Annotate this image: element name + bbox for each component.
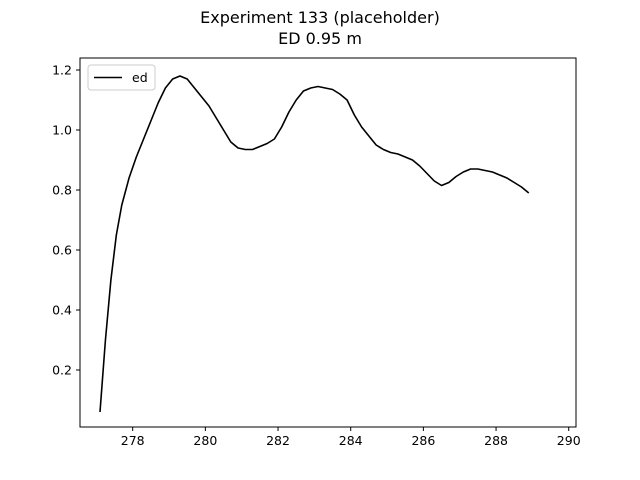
x-tick-label: 288 xyxy=(484,433,508,448)
chart-title: Experiment 133 (placeholder) xyxy=(200,8,440,27)
x-tick-label: 278 xyxy=(121,433,145,448)
x-tick-label: 286 xyxy=(411,433,435,448)
x-tick-label: 284 xyxy=(339,433,363,448)
legend-label: ed xyxy=(132,70,148,85)
x-tick-label: 290 xyxy=(557,433,581,448)
y-tick-label: 0.2 xyxy=(52,363,72,378)
y-tick-label: 1.0 xyxy=(52,123,72,138)
y-tick-label: 0.8 xyxy=(52,183,72,198)
y-tick-label: 0.6 xyxy=(52,243,72,258)
series-line-ed xyxy=(99,75,530,413)
y-tick-label: 0.4 xyxy=(52,303,72,318)
plot-area-frame xyxy=(79,57,577,428)
x-tick-label: 282 xyxy=(266,433,290,448)
x-tick-label: 280 xyxy=(193,433,217,448)
y-tick-label: 1.2 xyxy=(52,63,72,78)
chart-subtitle: ED 0.95 m xyxy=(278,29,362,48)
